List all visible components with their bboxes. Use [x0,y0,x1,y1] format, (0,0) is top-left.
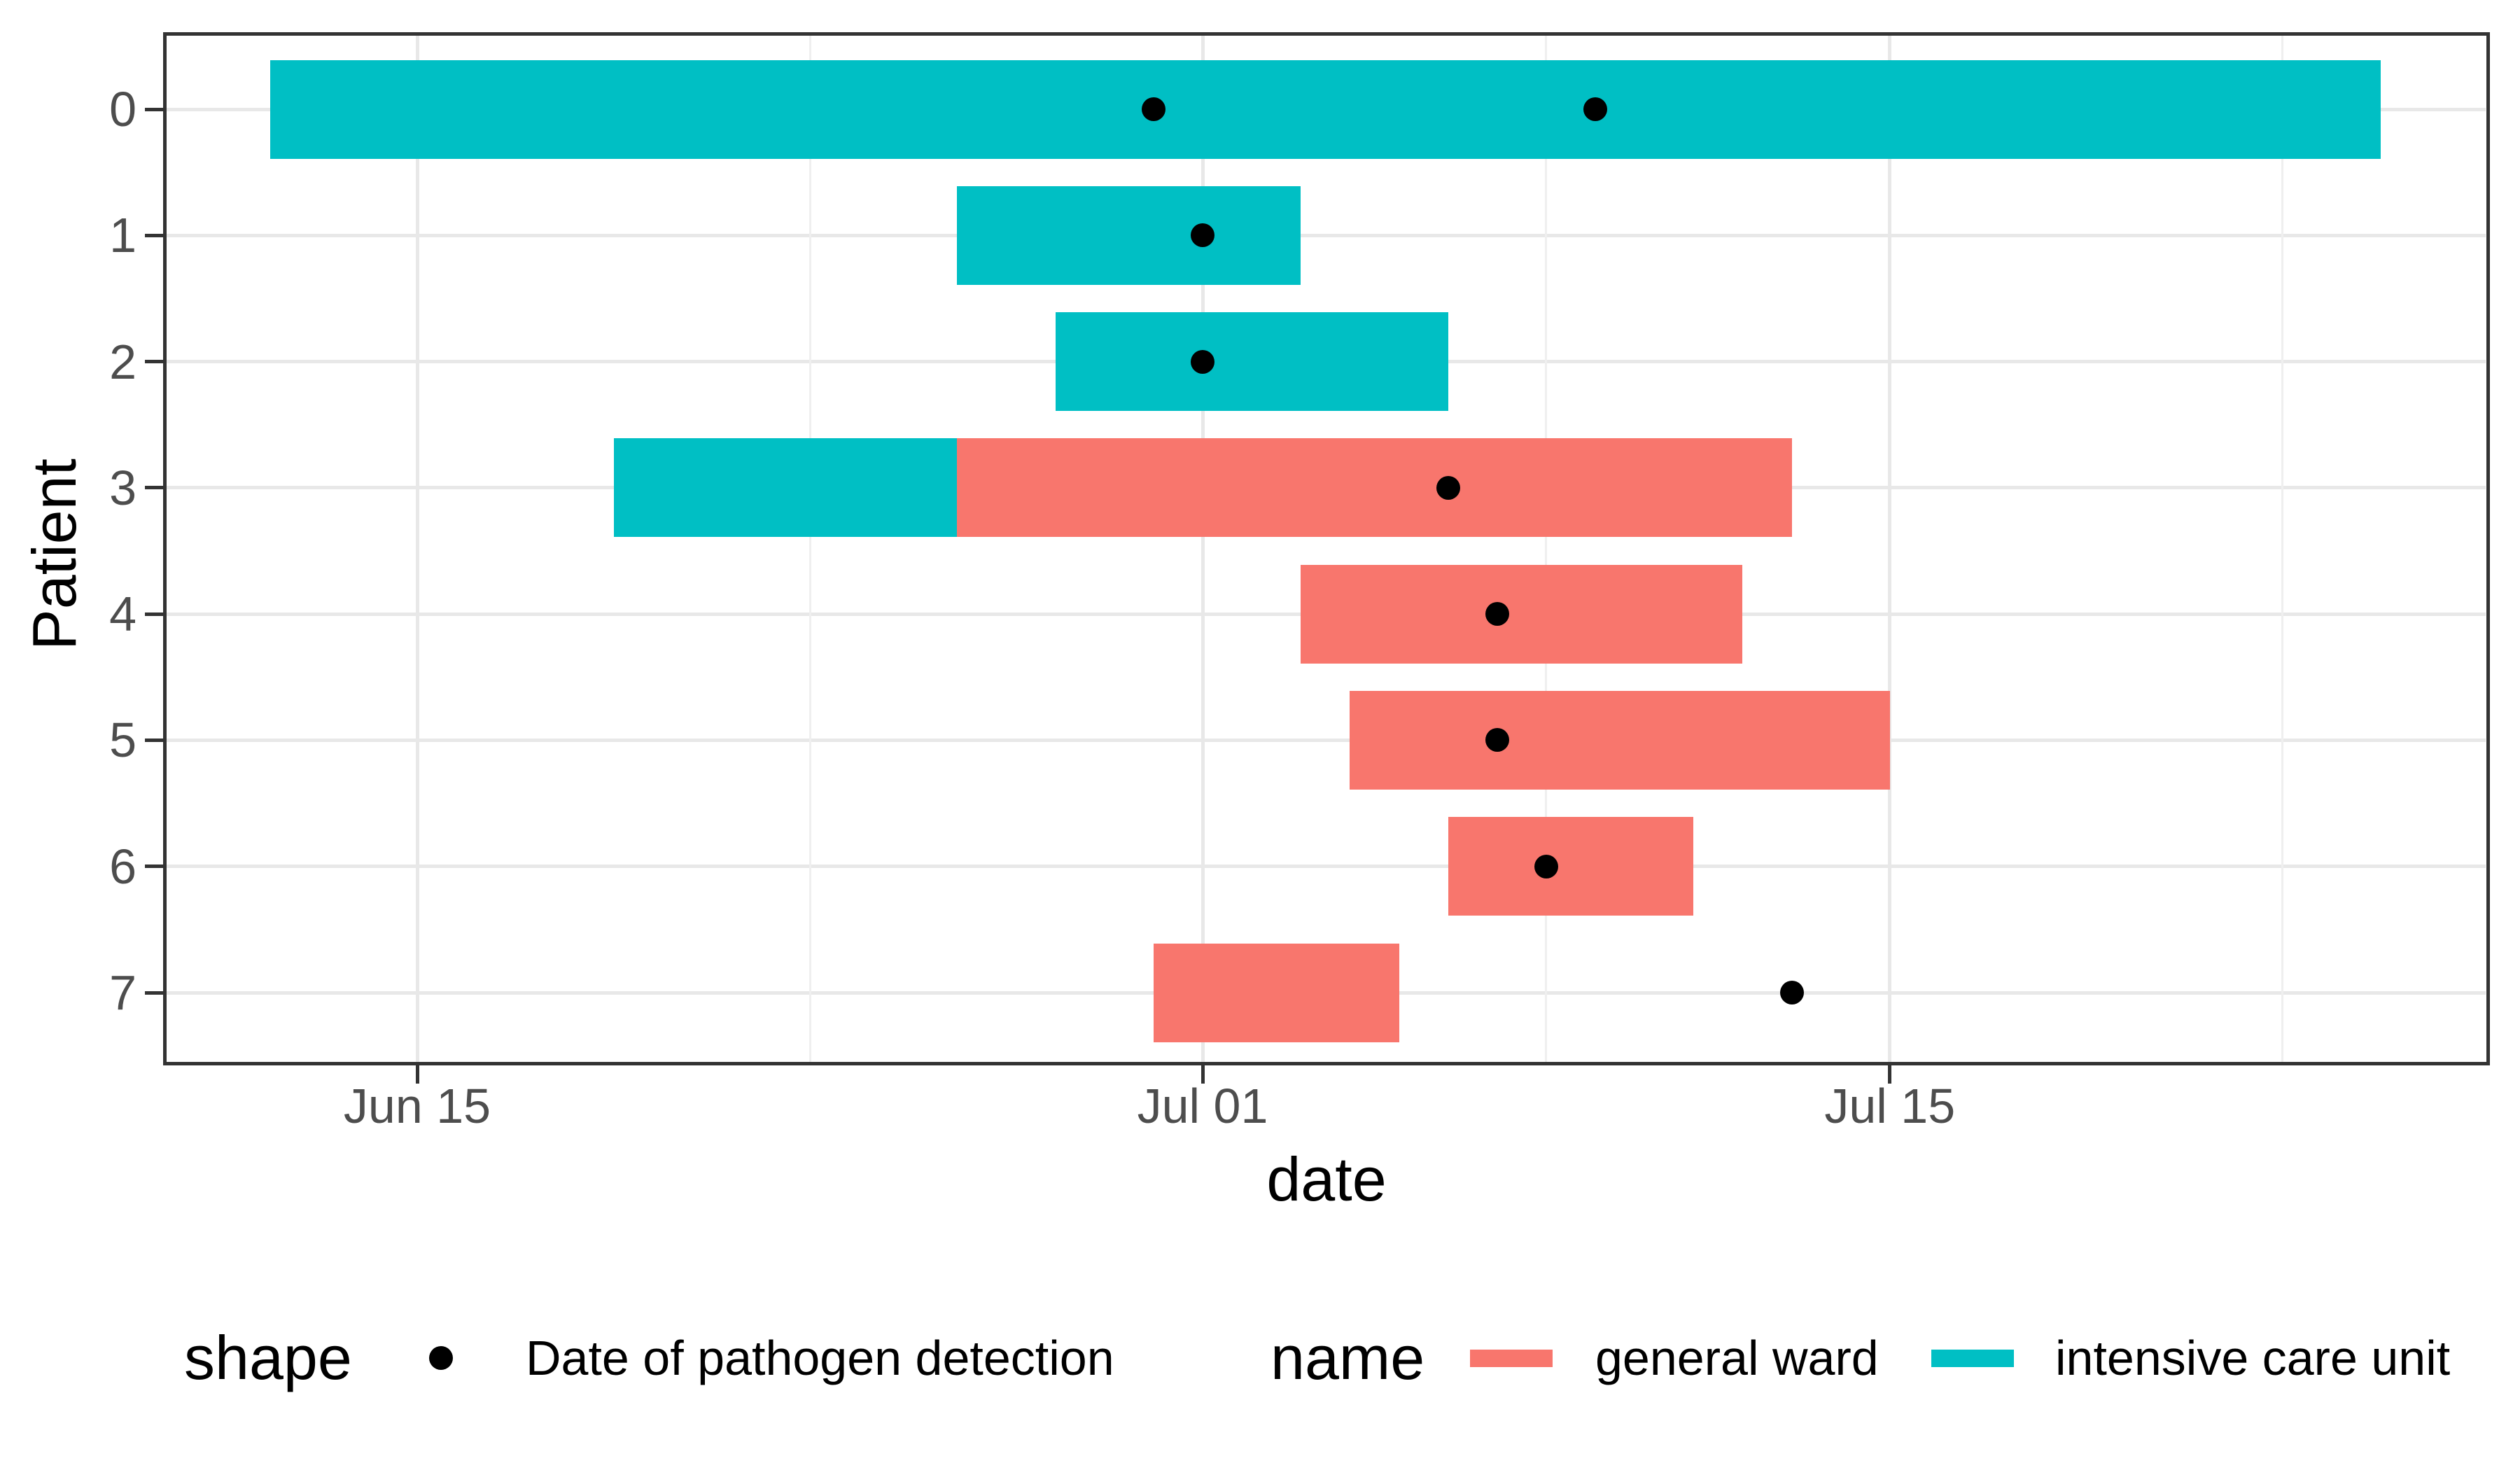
stay-bar-patient-7 [1153,943,1399,1042]
detection-point-patient-0 [1583,97,1607,121]
gridline-x-minor [808,36,811,1062]
stay-bar-patient-4 [1301,564,1743,664]
x-axis-tick-label: Jul 15 [1824,1079,1956,1133]
y-axis-tick-mark [145,612,163,616]
stay-bar-patient-0 [270,59,2381,159]
detection-point-patient-6 [1534,854,1558,878]
x-axis-tick-mark [1888,1065,1892,1084]
gridline-y-major [165,233,2486,237]
y-axis-tick-label: 1 [109,208,136,263]
gridline-x-minor [2281,36,2284,1062]
x-axis-tick-mark [415,1065,419,1084]
stay-bar-patient-3 [957,438,1792,538]
stay-bar-patient-1 [957,186,1301,285]
detection-point-patient-4 [1485,602,1509,626]
detection-point-patient-5 [1485,728,1509,752]
detection-point-patient-0 [1141,97,1166,121]
stay-bar-patient-6 [1448,817,1694,916]
gridline-x-major [1888,36,1892,1062]
detection-point-patient-2 [1191,349,1214,374]
legend-shape-item-label: Date of pathogen detection [526,1331,1114,1385]
gridline-y-major [165,864,2486,869]
legend-shape-title: shape [184,1323,352,1392]
y-axis-tick-mark [145,486,163,490]
y-axis-tick-label: 3 [109,460,136,515]
y-axis-tick-mark [145,738,163,742]
detection-point-patient-3 [1436,475,1460,500]
x-axis-title: date [1266,1144,1387,1214]
x-axis-tick-mark [1200,1065,1205,1084]
stay-bar-patient-2 [1055,312,1448,412]
detection-point-patient-7 [1779,981,1804,1005]
y-axis-title: Patient [20,458,89,650]
y-axis-tick-mark [145,107,163,111]
y-axis-tick-label: 6 [109,839,136,894]
y-axis-tick-label: 4 [109,587,136,642]
legend-name-title: name [1270,1323,1425,1392]
detection-point-patient-1 [1191,223,1214,248]
y-axis-tick-mark [145,990,163,995]
y-axis-tick-mark [145,233,163,237]
y-axis-tick-label: 7 [109,965,136,1021]
gridline-y-major [165,738,2486,742]
gridline-x-major [415,36,419,1062]
stay-bar-patient-3 [613,438,958,538]
y-axis-tick-mark [145,360,163,364]
detection-dot-key-icon [429,1346,453,1370]
gridline-x-minor [1545,36,1548,1062]
x-axis-tick-label: Jul 01 [1137,1079,1268,1133]
y-axis-tick-label: 2 [109,334,136,389]
stay-bar-patient-5 [1350,690,1890,790]
y-axis-tick-label: 0 [109,82,136,136]
y-axis-tick-mark [145,864,163,869]
general-ward-key-icon [1470,1350,1553,1367]
gridline-x-major [1200,36,1205,1062]
intensive-care-unit-key-icon [1931,1350,2014,1367]
y-axis-tick-label: 5 [109,713,136,768]
x-axis-tick-label: Jun 15 [343,1079,491,1133]
legend-general-ward-label: general ward [1595,1331,1879,1385]
legend-icu-label: intensive care unit [2055,1331,2451,1385]
